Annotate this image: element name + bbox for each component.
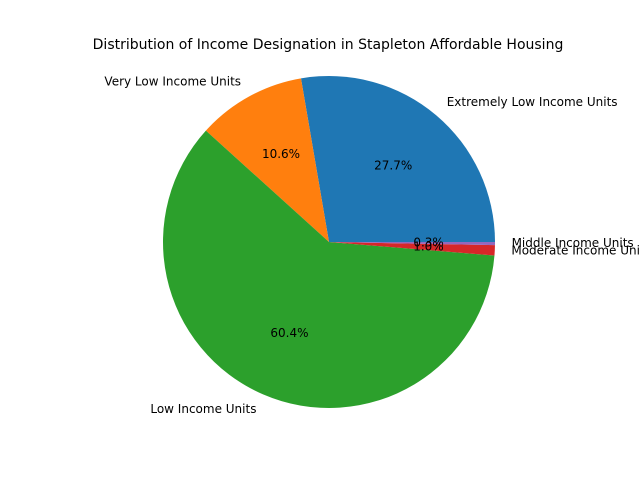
slice-label-very-low-income-units: Very Low Income Units xyxy=(104,74,241,88)
slice-percent-low-income-units: 60.4% xyxy=(270,326,308,340)
pie-labels: Extremely Low Income Units 27.7% Very Low … xyxy=(104,74,640,416)
slice-percent-moderate-income-units: 1.0% xyxy=(413,240,444,254)
pie-slice-extremely-low-income-units xyxy=(300,76,495,242)
slice-percent-middle-income-units: 0.3% xyxy=(413,235,444,249)
pie-slices xyxy=(162,76,495,409)
pie-slice-middle-income-units xyxy=(329,242,495,246)
slice-percent-very-low-income-units: 10.6% xyxy=(262,147,300,161)
slice-percent-extremely-low-income-units: 27.7% xyxy=(374,158,412,172)
slice-label-extremely-low-income-units: Extremely Low Income Units xyxy=(447,95,618,109)
slice-label-moderate-income-units: Moderate Income Units xyxy=(511,244,640,258)
slice-label-middle-income-units: Middle Income Units xyxy=(512,236,634,250)
pie-slice-low-income-units xyxy=(162,130,495,409)
chart-title: Distribution of Income Designation in St… xyxy=(93,37,564,53)
pie-slice-very-low-income-units xyxy=(205,78,329,242)
slice-label-low-income-units: Low Income Units xyxy=(150,402,256,416)
pie-slice-moderate-income-units xyxy=(329,242,495,256)
